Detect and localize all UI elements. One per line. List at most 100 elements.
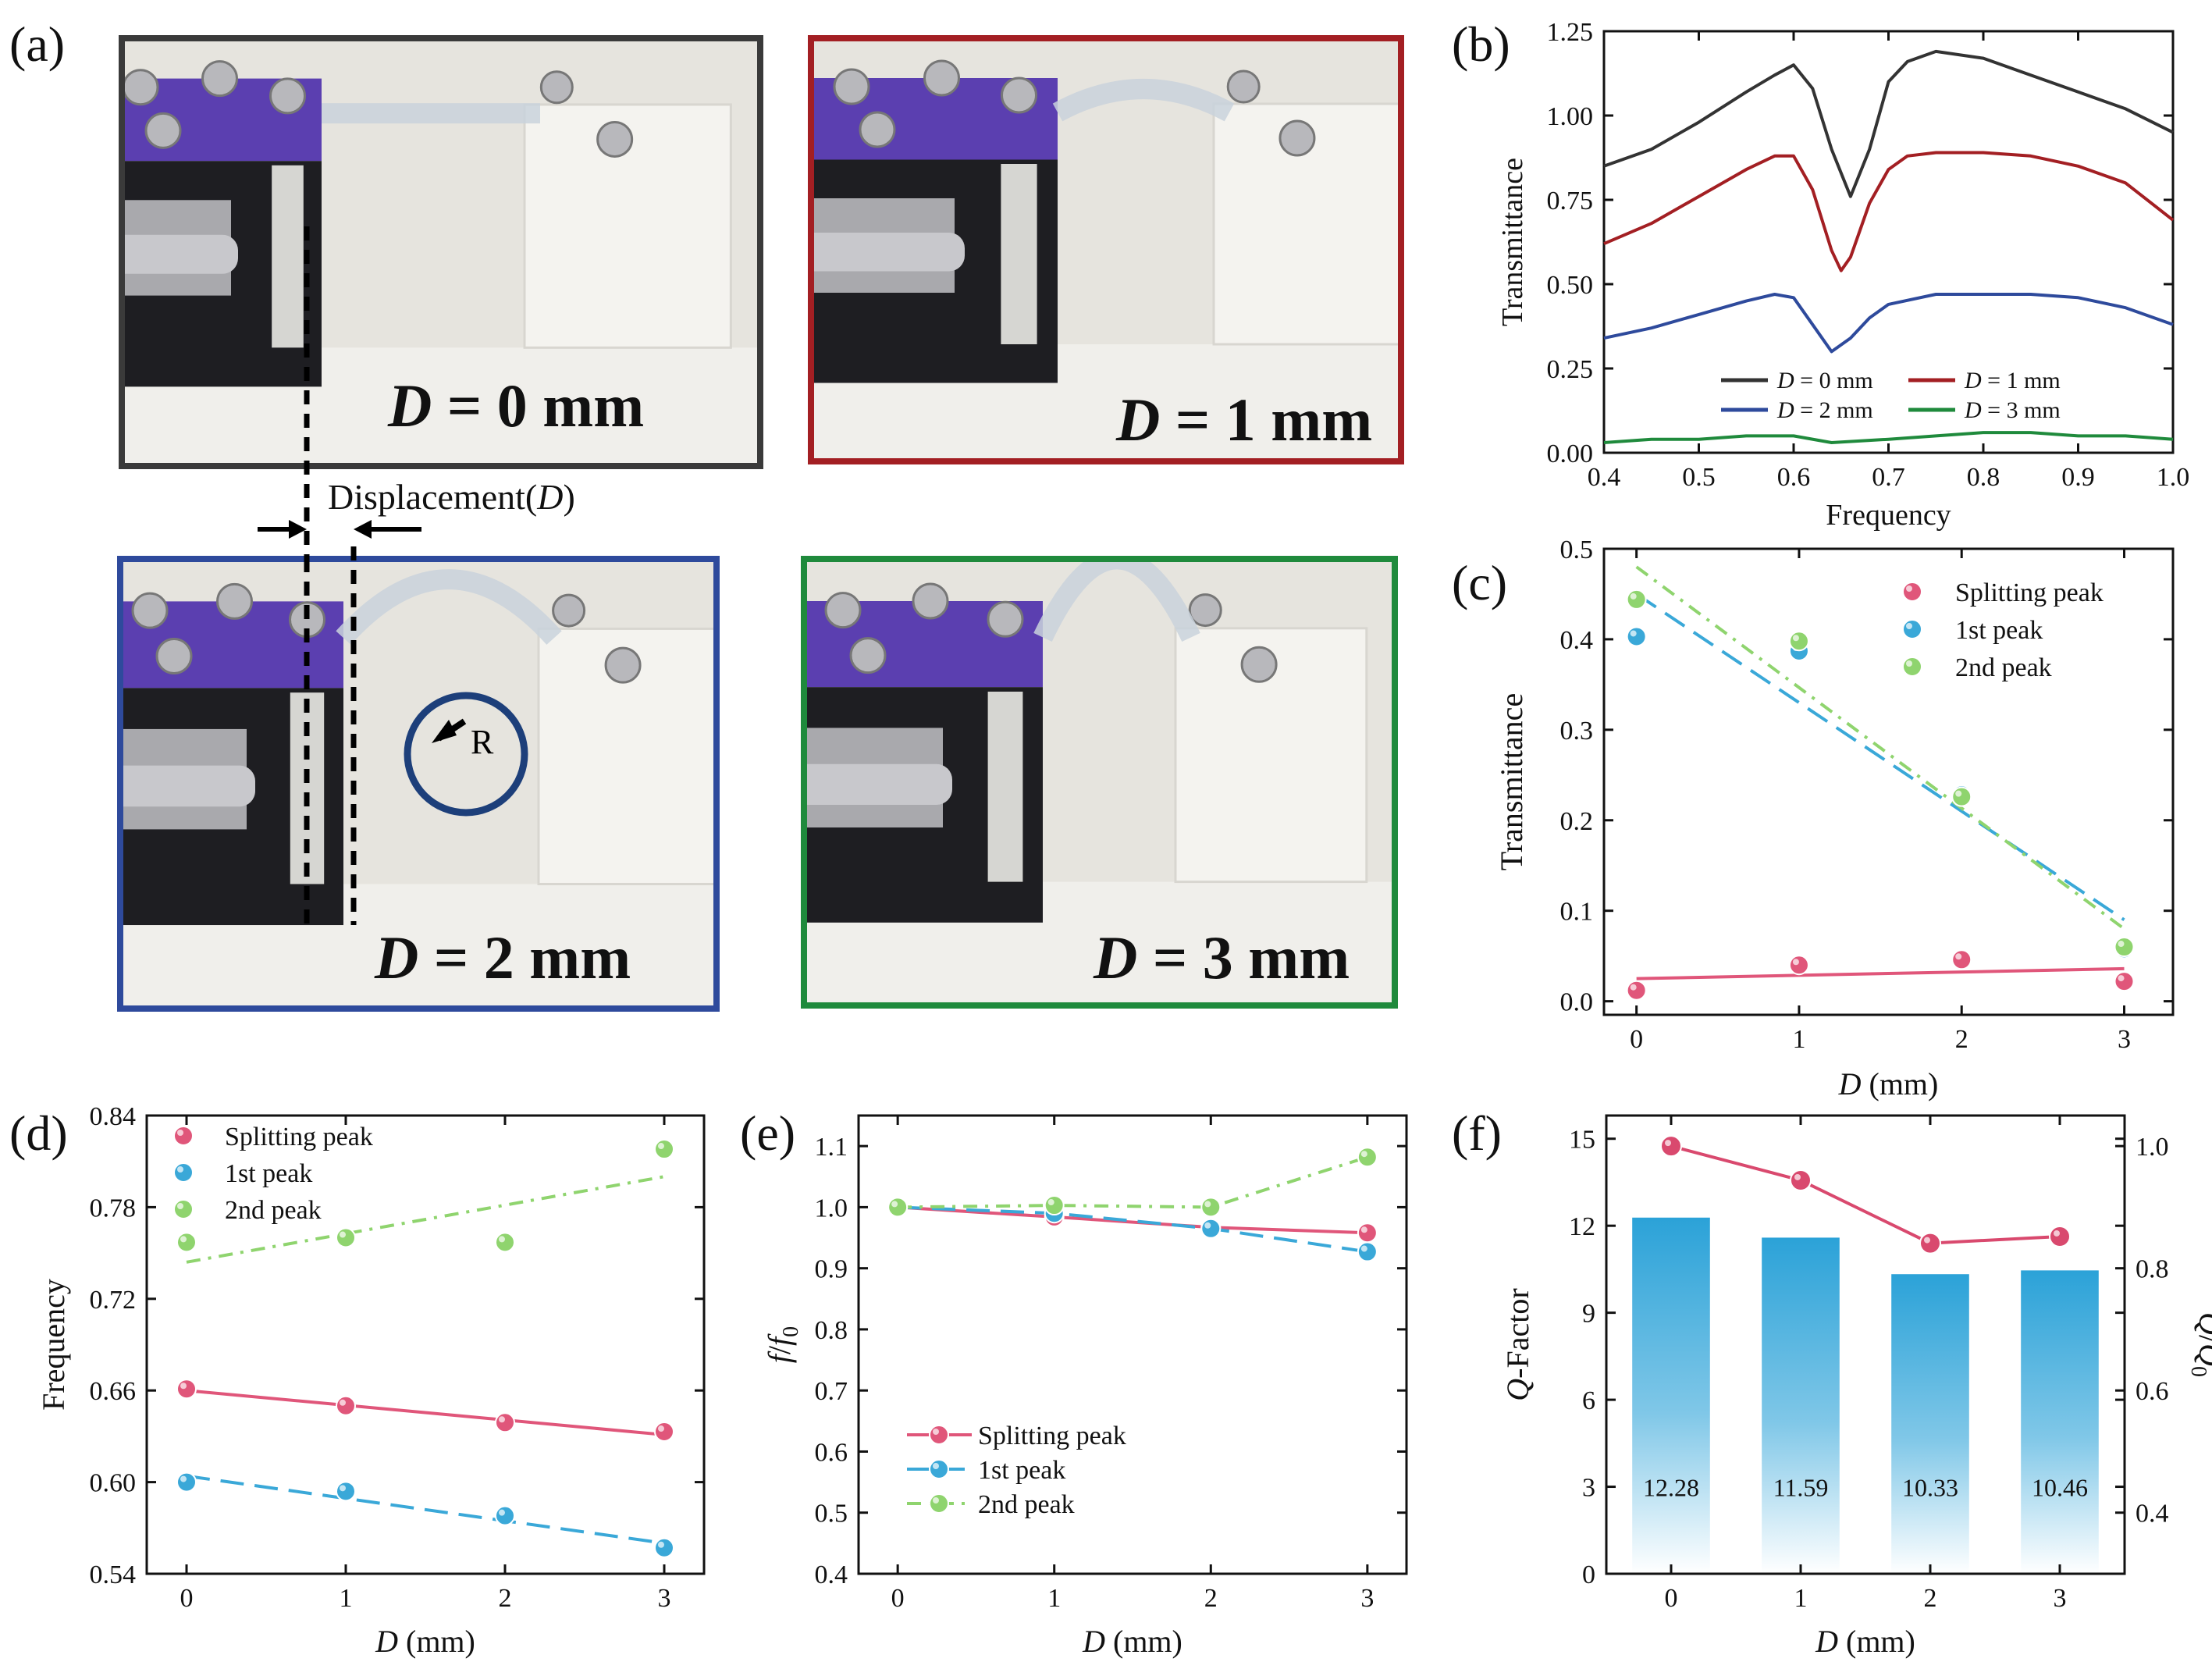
- fit-line: [1636, 966, 2125, 980]
- x-tick-label: 1: [1047, 1584, 1061, 1613]
- series-line: [1603, 49, 2174, 198]
- y-tick-label: 1.00: [1547, 102, 1594, 131]
- point-highlight: [1630, 984, 1637, 991]
- point-highlight: [177, 1130, 183, 1136]
- data-point: [176, 1232, 197, 1253]
- point-highlight: [933, 1463, 939, 1469]
- screw-head: [552, 593, 586, 628]
- data-point: [1902, 619, 1922, 639]
- photo-frame: [808, 35, 1404, 464]
- mechanism-illustration: [119, 35, 763, 469]
- x-tick-label: 2: [1955, 1025, 1968, 1054]
- x-tick-label: 0.5: [1682, 463, 1716, 492]
- point-highlight: [177, 1166, 183, 1173]
- data-point: [1357, 1147, 1378, 1168]
- screw-head: [144, 112, 182, 149]
- y-tick-label: 1.1: [815, 1133, 848, 1162]
- y-tick-label: 0.1: [1560, 898, 1594, 927]
- x-tick-label: 0.9: [2061, 463, 2095, 492]
- chart-f-q-factor: 12.28 11.59 10.33 10.460 1 2 3036912150.40.60.…: [1500, 1114, 2212, 1659]
- y-tick-label: 0.78: [90, 1194, 137, 1222]
- screw-head: [596, 120, 634, 158]
- x-tick-label: 0: [1630, 1025, 1643, 1054]
- x-tick-label: 0: [180, 1584, 194, 1613]
- y-tick-label: 0.3: [1560, 717, 1594, 746]
- x-tick-label: 1: [340, 1584, 353, 1613]
- x-tick-label: 2: [1204, 1584, 1218, 1613]
- y-tick-label: 0.5: [815, 1500, 848, 1528]
- x-tick-label: 3: [658, 1584, 671, 1613]
- point-highlight: [340, 1485, 346, 1492]
- bar: [1762, 1237, 1840, 1574]
- slider-plate: [1001, 164, 1037, 344]
- legend-label: D = 2 mm: [1776, 397, 1873, 423]
- ratio-point: [1919, 1232, 1941, 1254]
- screw-head: [155, 637, 193, 674]
- ratio-point: [2049, 1225, 2071, 1247]
- screw-head: [987, 600, 1024, 638]
- x-tick-label: 1: [1794, 1584, 1808, 1613]
- series-line: [1603, 151, 2175, 272]
- y-tick-label: 0.7: [815, 1377, 848, 1406]
- y-tick-label: 0.00: [1547, 439, 1594, 468]
- data-point: [1200, 1218, 1222, 1239]
- screw-head: [1240, 646, 1278, 683]
- plot-frame: [857, 1114, 1408, 1575]
- y-tick-label: 3: [1582, 1474, 1595, 1503]
- fit-line: [1635, 565, 2125, 931]
- data-point: [336, 1481, 356, 1502]
- screw-head: [131, 592, 169, 629]
- point-highlight: [1204, 1222, 1211, 1229]
- slider-plate: [987, 692, 1023, 882]
- photo-frame: [117, 556, 720, 1012]
- point-highlight: [891, 1201, 898, 1208]
- point-highlight: [1955, 790, 1962, 797]
- y-tick-label: 0.0: [1560, 988, 1594, 1017]
- series-line: [1603, 431, 2174, 444]
- displacement-label: Displacement(D): [328, 477, 575, 517]
- chart-b-transmittance-spectra: 0.4 0.5 0.6 0.7 0.8 0.9 1.0 0.00 0.25 0.50 0.75 1.0…: [1496, 18, 2189, 532]
- point-highlight: [1665, 1140, 1671, 1147]
- x-tick-label: 0.4: [1588, 463, 1621, 492]
- y-tick-label: 6: [1582, 1386, 1595, 1415]
- y-tick-label: 0.6: [815, 1438, 848, 1467]
- legend-label: Splitting peak: [225, 1123, 373, 1151]
- bar: [2021, 1270, 2099, 1574]
- point-highlight: [1794, 1173, 1801, 1180]
- point-highlight: [1360, 1245, 1367, 1252]
- y-axis-label: Frequency: [36, 1279, 71, 1411]
- data-point: [1200, 1197, 1222, 1218]
- legend-label: Splitting peak: [978, 1422, 1126, 1450]
- screw-head: [216, 582, 253, 620]
- photo-d1: D = 1 mm: [808, 35, 1404, 464]
- legend-label: 2nd peak: [225, 1196, 322, 1225]
- point-highlight: [1792, 635, 1799, 642]
- screw-head: [849, 637, 887, 674]
- panel-label-d: (d): [9, 1105, 68, 1161]
- data-point: [336, 1395, 356, 1416]
- y-tick-label: 0.8: [815, 1316, 848, 1345]
- point-highlight: [2118, 975, 2125, 982]
- point-highlight: [180, 1475, 187, 1482]
- y-axis-label: Q-Factor: [1500, 1288, 1535, 1400]
- data-point: [1626, 626, 1647, 647]
- legend-label: D = 1 mm: [1964, 368, 2061, 393]
- photo-frame: [119, 35, 763, 469]
- data-point: [1626, 980, 1647, 1001]
- bar-value-label: 10.46: [2032, 1474, 2088, 1502]
- point-highlight: [180, 1383, 187, 1390]
- radius-label: R: [471, 723, 494, 761]
- y-tick-label: 0.2: [1560, 807, 1594, 836]
- point-highlight: [1906, 623, 1912, 629]
- y-tick-label: 0: [1582, 1560, 1595, 1589]
- data-point: [176, 1471, 197, 1493]
- point-highlight: [1924, 1237, 1930, 1244]
- point-highlight: [1955, 953, 1962, 960]
- point-highlight: [340, 1399, 346, 1406]
- legend-label: D = 3 mm: [1964, 397, 2061, 423]
- x-tick-label: 3: [2054, 1584, 2067, 1613]
- point-highlight: [340, 1231, 346, 1238]
- x-axis-label: D (mm): [1815, 1624, 1915, 1659]
- x-axis-label: D (mm): [1082, 1624, 1182, 1659]
- point-highlight: [658, 1541, 664, 1548]
